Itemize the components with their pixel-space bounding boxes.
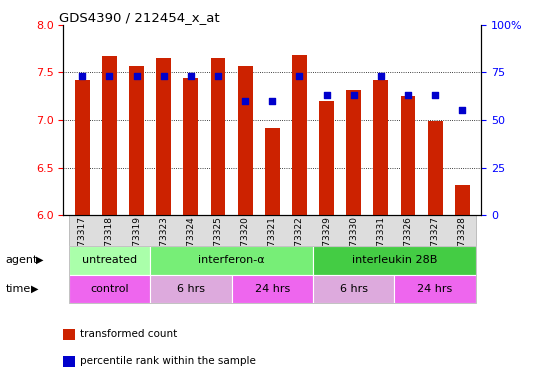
Bar — [102, 56, 117, 215]
Bar — [238, 66, 252, 215]
Point — [458, 108, 466, 114]
Text: 6 hrs: 6 hrs — [340, 284, 368, 294]
Text: untreated: untreated — [82, 255, 137, 265]
Point — [295, 73, 304, 79]
Point — [431, 92, 439, 98]
Bar — [319, 101, 334, 215]
Point — [322, 92, 331, 98]
Point — [186, 73, 195, 79]
Bar — [400, 96, 415, 215]
Point — [376, 73, 385, 79]
Text: control: control — [90, 284, 129, 294]
Bar — [265, 127, 280, 215]
Text: transformed count: transformed count — [80, 329, 177, 339]
Point — [268, 98, 277, 104]
Text: GDS4390 / 212454_x_at: GDS4390 / 212454_x_at — [59, 11, 219, 24]
Text: percentile rank within the sample: percentile rank within the sample — [80, 356, 256, 366]
Bar — [75, 80, 90, 215]
Text: interferon-α: interferon-α — [198, 255, 265, 265]
Text: interleukin 28B: interleukin 28B — [351, 255, 437, 265]
Bar — [211, 58, 226, 215]
Text: 24 hrs: 24 hrs — [255, 284, 290, 294]
Text: ▶: ▶ — [31, 284, 39, 294]
Bar — [455, 185, 470, 215]
Point — [132, 73, 141, 79]
Bar — [183, 78, 199, 215]
Text: agent: agent — [6, 255, 38, 265]
Bar — [156, 58, 171, 215]
Point — [78, 73, 87, 79]
Bar — [428, 121, 443, 215]
Text: time: time — [6, 284, 31, 294]
Point — [241, 98, 250, 104]
Text: 24 hrs: 24 hrs — [417, 284, 453, 294]
Point — [349, 92, 358, 98]
Bar — [129, 66, 144, 215]
Point — [160, 73, 168, 79]
Bar — [346, 89, 361, 215]
Point — [404, 92, 412, 98]
Bar — [292, 55, 307, 215]
Text: 6 hrs: 6 hrs — [177, 284, 205, 294]
Bar — [373, 80, 388, 215]
Point — [213, 73, 222, 79]
Point — [105, 73, 114, 79]
Text: ▶: ▶ — [36, 255, 43, 265]
